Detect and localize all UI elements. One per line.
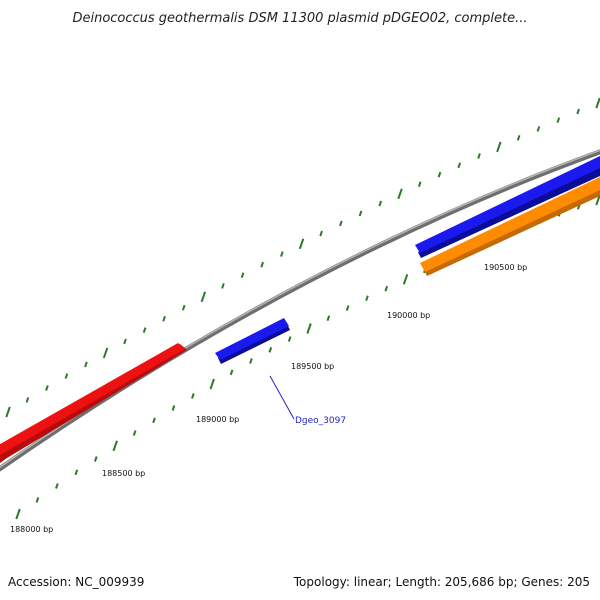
upper-tick [123,338,127,345]
lower-tick [345,305,350,311]
lower-tick [132,430,137,436]
upper-tick [84,361,88,368]
upper-tick [457,162,462,169]
sequence-backbone [0,149,600,472]
upper-tick [516,134,521,141]
upper-tick [477,153,481,159]
lower-tick [306,323,312,334]
upper-tick [496,141,502,153]
lower-tick [15,508,21,520]
axis-label-190000: 190000 bp [387,311,430,320]
upper-tick [417,181,422,188]
lower-tick [229,369,234,376]
upper-tick [576,108,580,115]
gene-label-dgeo-3097[interactable]: Dgeo_3097 [295,416,346,426]
gene-label-leader [269,375,295,420]
axis-label-188000: 188000 bp [10,525,53,534]
axis-label-189000: 189000 bp [196,415,239,424]
upper-tick [358,210,363,217]
upper-tick [181,304,186,311]
upper-tick [64,373,69,379]
upper-tick [200,291,207,303]
upper-tick [378,200,383,207]
lower-tick [191,393,195,399]
axis-label-188500: 188500 bp [102,469,145,478]
lower-tick [74,469,79,476]
accession-label: Accession: NC_009939 [8,575,144,589]
upper-tick-row [5,97,600,418]
upper-tick [162,315,166,322]
lower-tick [171,405,176,411]
lower-tick [209,378,215,390]
upper-tick [556,117,561,124]
upper-tick [260,261,265,268]
lower-tick [402,273,409,285]
gene-blue-1[interactable] [215,318,290,364]
lower-tick [268,347,273,353]
topology-summary: Topology: linear; Length: 205,686 bp; Ge… [293,575,590,589]
axis-label-189500: 189500 bp [291,362,334,371]
lower-tick [595,194,600,206]
upper-tick [536,126,541,132]
upper-tick [319,230,323,237]
lower-tick [384,285,389,292]
upper-tick [25,397,30,403]
axis-label-190500: 190500 bp [484,263,527,272]
gene-red[interactable] [0,343,187,463]
map-title: Deinococcus geothermalis DSM 11300 plasm… [72,11,527,26]
lower-tick [249,358,253,364]
upper-tick [339,220,343,227]
lower-tick [326,315,331,322]
upper-tick [595,97,600,109]
upper-tick [221,283,225,289]
upper-tick [280,251,284,257]
lower-tick [287,336,292,342]
lower-tick [152,417,156,424]
upper-tick [437,171,442,178]
upper-tick [397,188,403,200]
lower-tick [35,497,40,503]
lower-tick [365,295,369,302]
upper-tick [45,385,49,391]
upper-tick [240,272,245,279]
upper-tick [5,406,11,418]
gene-blue-2[interactable] [415,156,600,258]
lower-tick [55,483,59,489]
lower-tick [93,456,98,462]
gene-orange[interactable] [420,177,600,276]
upper-tick [102,347,109,359]
lower-tick [112,440,118,452]
upper-tick [142,327,147,333]
upper-tick [298,238,305,250]
axis-labels: 188000 bp 188500 bp 189000 bp 189500 bp 1900… [10,263,527,534]
